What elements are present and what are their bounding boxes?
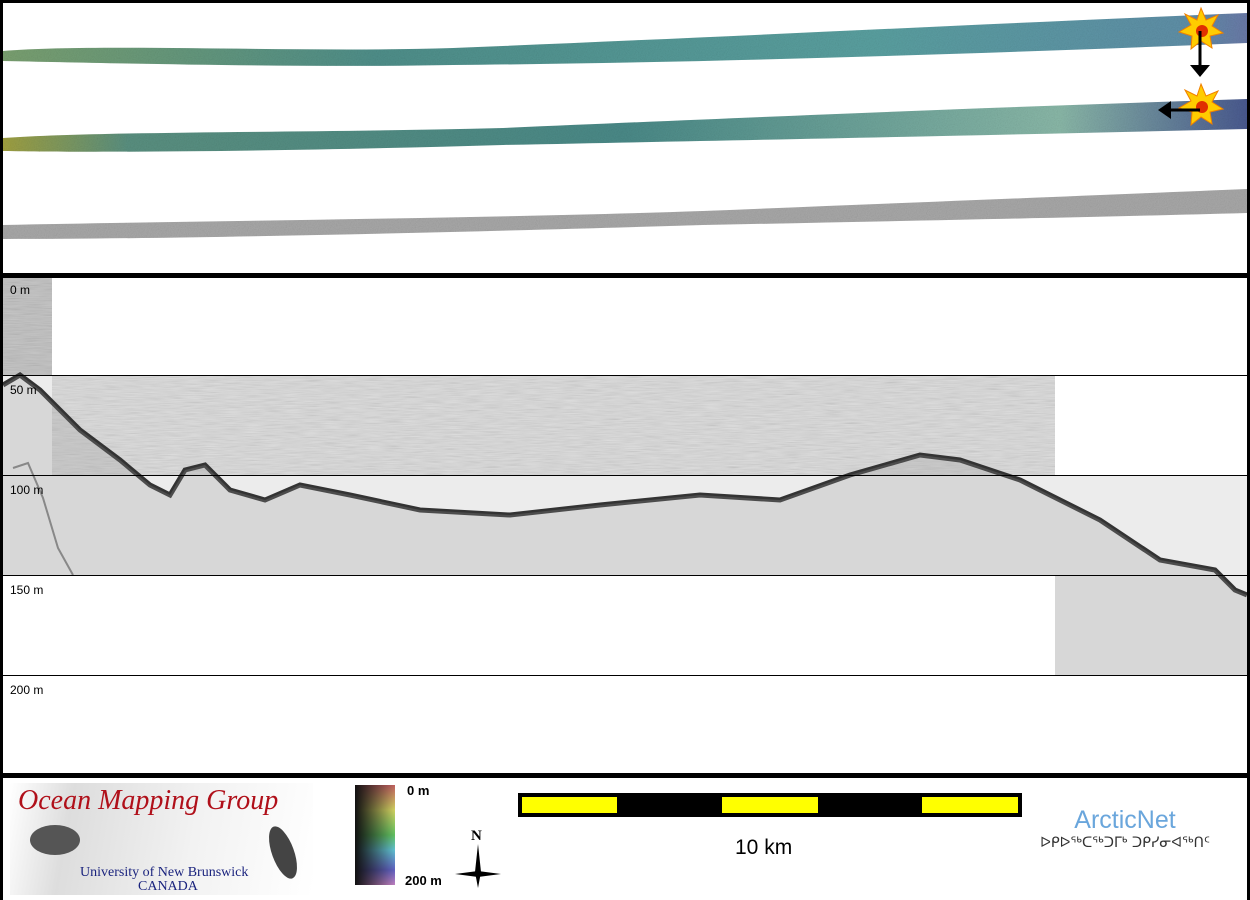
omg-logo-country: CANADA: [138, 879, 198, 894]
omg-logo-university: University of New Brunswick: [80, 865, 249, 880]
depth-gridline: [3, 575, 1250, 576]
depth-label: 200 m: [10, 683, 44, 697]
depth-gridline: [3, 375, 1250, 376]
bathymetry-strip-2: [3, 99, 1247, 152]
depth-label: 100 m: [10, 483, 44, 497]
depth-label: 50 m: [10, 383, 37, 397]
start-marker-icon: [1177, 6, 1225, 77]
profile-image: [3, 278, 1247, 675]
swath-panel: [3, 3, 1247, 273]
swath-strips: [3, 6, 1247, 239]
backscatter-strip: [3, 189, 1247, 239]
color-ramp-top-label: 0 m: [407, 783, 430, 798]
arcticnet-logo: ArcticNet ᐅᑭᐅᖅᑕᖅᑐᒥᒃ ᑐᑭᓯᓂᐊᖅᑎᑦ: [1040, 806, 1210, 851]
color-ramp-bottom-label: 200 m: [405, 873, 442, 888]
subbottom-profile-panel: 0 m 50 m 100 m 150 m 200 m: [3, 278, 1250, 773]
legend-panel: Ocean Mapping Group University of New Br…: [3, 778, 1247, 900]
omg-logo-title: Ocean Mapping Group: [18, 785, 279, 816]
depth-label: 0 m: [10, 283, 31, 297]
scale-bar-label: 10 km: [735, 836, 793, 859]
bathymetry-strip-1: [3, 13, 1247, 66]
scale-bar: [518, 793, 1022, 817]
north-arrow-icon: N: [453, 828, 503, 890]
end-marker-icon: [1158, 82, 1225, 127]
depth-color-ramp: [355, 785, 395, 885]
seabed-reflector: [3, 372, 1247, 598]
ocean-mapping-group-logo: Ocean Mapping Group University of New Br…: [10, 783, 313, 895]
depth-gridline: [3, 475, 1250, 476]
depth-label: 150 m: [10, 583, 44, 597]
depth-gridline: [3, 675, 1250, 676]
